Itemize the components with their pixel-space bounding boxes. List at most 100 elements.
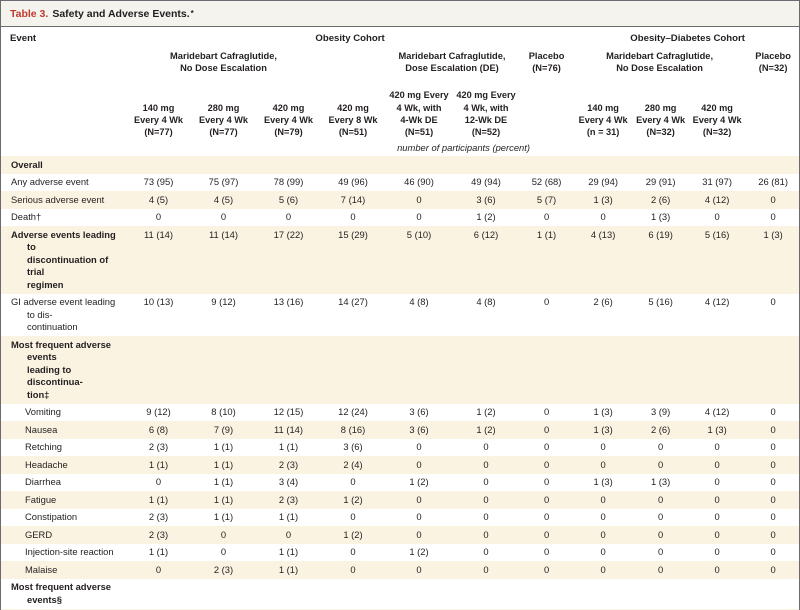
table-row: Death† 0 0 0 0 0 1 (2) 0 0 1 (3) 0 0 [1,209,799,227]
cell-value: 1 (1) [278,441,299,452]
cell-value: 10 (13) [143,296,174,307]
cell-value: 0 [600,441,606,452]
cell-value: 1 (2) [453,421,519,439]
table-row: Nausea59 (77)60 (78)69 (87)42 (82)36 (71… [1,608,799,610]
cell-value: 1 (1) [213,511,234,522]
cell-value: 36 (71) [385,608,453,610]
cell-value: 0 [155,476,162,487]
cell-value: 0 [689,491,746,509]
col-header-od-280mg-q4wk: 280 mg Every 4 Wk (N=32) [636,102,686,137]
obesity-diabetes-cohort-header: Obesity–Diabetes Cohort [630,33,745,44]
cell-value: 0 [350,511,356,522]
cell-value [385,336,453,404]
cell-value: 0 [574,526,633,544]
cell-value: 0 [453,456,519,474]
cell-value: 0 [745,191,799,209]
cell-value: 0 [770,296,776,307]
cell-value: 0 [632,456,690,474]
cell-value [632,156,690,174]
col-header-420mg-q8wk: 420 mg Every 8 Wk (N=51) [328,102,378,137]
col-header-od-140mg-q4wk: 140 mg Every 4 Wk (n = 31) [578,102,628,137]
cell-value: 38 (73) [453,608,519,610]
cell-value: 49 (94) [471,176,501,187]
cell-value: 1 (1) [256,561,321,579]
cell-value: 0 [574,456,633,474]
cell-value: 46 (90) [404,176,434,187]
cell-value: 0 [416,211,422,222]
cell-value: 1 (2) [321,526,385,544]
cell-value: 0 [483,511,489,522]
cell-value [745,336,799,404]
table-row: Most frequent adverse events leading to … [1,336,799,404]
cell-value: 0 [770,546,776,557]
cell-value: 0 [220,546,227,557]
table-row: Headache 1 (1) 1 (1) 2 (3) 2 (4) 0 0 0 0 0 0 0 [1,456,799,474]
table-row: Any adverse event 73 (95) 75 (97) 78 (99) 49… [1,174,799,192]
cell-value [321,336,385,404]
cell-value: 6 (12) [453,226,519,294]
table-row: GI adverse event leading to dis- continu… [1,294,799,337]
cell-value [519,336,575,404]
cell-value: 0 [483,476,489,487]
cell-value: 3 (9) [745,608,799,610]
cell-value: 4 (8) [409,296,429,307]
cell-value: 1 (1) [191,491,256,509]
cell-value: 0 [770,476,776,487]
cell-value: 59 (77) [126,608,191,610]
cell-value: 12 (15) [273,406,304,417]
cell-value: 75 (97) [208,176,239,187]
cell-value: 3 (9) [650,406,671,417]
cell-value: 0 [519,561,575,579]
cell-value: 1 (2) [409,546,429,557]
cell-value: 0 [350,546,356,557]
cell-value [191,579,256,609]
cell-value: 1 (1) [126,491,191,509]
cell-value: 0 [714,546,720,557]
cell-value: 0 [770,511,776,522]
cell-value: 1 (3) [650,476,671,487]
cohort-header-row: Event Obesity Cohort Obesity–Diabetes Co… [1,27,799,49]
cell-value: 0 [350,476,356,487]
cell-value: 0 [574,491,633,509]
cell-value [632,336,690,404]
cell-value: 8 (10) [211,406,236,417]
cell-value: 0 [543,211,550,222]
cell-value: 0 [416,511,422,522]
row-label: Diarrhea [25,476,61,487]
dose-column-header-row: 140 mg Every 4 Wk (N=77) 280 mg Every 4 … [1,83,799,139]
cell-value: 2 (3) [148,441,169,452]
obesity-cohort-header: Obesity Cohort [315,33,385,44]
cell-value: 0 [745,491,799,509]
cell-value: 5 (16) [689,226,746,294]
cell-value: 69 (87) [256,608,321,610]
cell-value [191,156,256,174]
cell-value: 15 (29) [321,226,385,294]
cell-value: 1 (1) [278,511,299,522]
cell-value [574,156,633,174]
col-header-140mg-q4wk: 140 mg Every 4 Wk (N=77) [133,102,184,137]
cell-value: 11 (14) [256,421,321,439]
cell-value: 0 [689,561,746,579]
cell-value: 0 [543,546,550,557]
cell-value: 3 (6) [453,191,519,209]
cell-value: 0 [385,191,453,209]
cell-value: 0 [543,476,550,487]
cell-value: 29 (91) [645,176,676,187]
col-header-280mg-q4wk: 280 mg Every 4 Wk (N=77) [198,102,249,137]
cell-value: 4 (5) [191,191,256,209]
cell-value [256,579,321,609]
cell-value: 0 [256,526,321,544]
table-header: Event Obesity Cohort Obesity–Diabetes Co… [1,27,799,156]
cell-value: 0 [689,456,746,474]
cell-value: 14 (27) [338,296,368,307]
cell-value: 1 (2) [476,406,496,417]
cell-value [256,156,321,174]
cell-value: 1 (3) [574,191,633,209]
cell-value: 7 (14) [321,191,385,209]
cell-value: 2 (4) [321,456,385,474]
units-note: number of participants (percent) [397,142,530,153]
cell-value: 1 (3) [650,211,671,222]
cell-value: 0 [385,491,453,509]
cell-value: 17 (22) [256,226,321,294]
